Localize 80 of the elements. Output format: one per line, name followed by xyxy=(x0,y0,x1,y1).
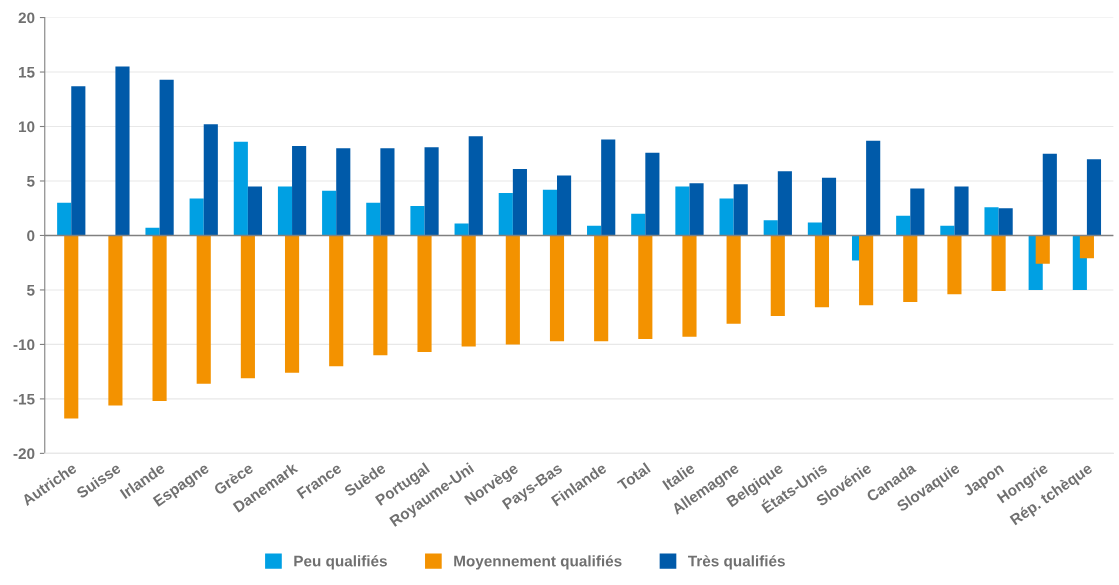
bar xyxy=(322,190,337,236)
bar xyxy=(859,235,874,306)
bar xyxy=(726,235,741,324)
bar xyxy=(461,235,476,347)
bar xyxy=(777,171,792,236)
bar xyxy=(284,235,300,373)
bar xyxy=(1042,153,1057,236)
bar xyxy=(903,235,918,302)
bar xyxy=(380,148,395,236)
legend-label: Très qualifiés xyxy=(688,555,785,570)
bar xyxy=(203,124,218,236)
bar xyxy=(417,235,432,353)
bar xyxy=(542,189,557,236)
bar xyxy=(821,177,837,236)
y-tick-label: 10 xyxy=(19,121,35,133)
y-tick-label: -20 xyxy=(13,448,35,460)
bar xyxy=(292,146,307,236)
bar xyxy=(910,188,925,236)
bar xyxy=(763,220,778,236)
bar xyxy=(770,235,785,317)
bar xyxy=(947,235,962,295)
bar xyxy=(410,206,425,236)
bar xyxy=(512,169,527,236)
y-tick-label: -10 xyxy=(13,339,35,351)
bar xyxy=(108,235,123,406)
bar xyxy=(366,202,381,236)
bar xyxy=(601,139,616,236)
bar xyxy=(240,235,255,379)
bar xyxy=(866,140,881,236)
bar xyxy=(814,235,830,308)
bar xyxy=(233,141,248,236)
legend-label: Moyennement qualifiés xyxy=(454,555,622,570)
bar xyxy=(71,86,86,236)
bar xyxy=(277,186,293,236)
bar xyxy=(682,235,697,337)
bar xyxy=(954,186,969,236)
bar xyxy=(638,235,653,339)
bar xyxy=(152,235,167,402)
bar xyxy=(145,227,160,236)
bar xyxy=(159,79,174,236)
y-tick-label: 5 xyxy=(27,176,35,187)
bar xyxy=(807,222,822,236)
legend-label: Peu qualifiés xyxy=(294,555,387,570)
bar xyxy=(733,184,748,236)
y-tick-label: -15 xyxy=(13,393,35,405)
y-tick-label: 0 xyxy=(27,230,35,242)
bar xyxy=(1079,235,1094,259)
bar xyxy=(196,235,211,384)
y-tick-label: 15 xyxy=(19,67,35,78)
bar xyxy=(1086,159,1102,236)
bar xyxy=(645,152,660,236)
bar xyxy=(373,235,388,356)
bar xyxy=(64,235,79,419)
bar xyxy=(115,66,130,236)
bar xyxy=(896,215,911,236)
y-tick-label: 20 xyxy=(18,12,35,24)
bar xyxy=(329,235,344,367)
bar xyxy=(991,235,1006,292)
bar xyxy=(247,186,263,236)
bar xyxy=(675,186,690,236)
bar xyxy=(719,198,734,236)
bar xyxy=(1035,235,1050,264)
bar xyxy=(587,225,602,236)
bar xyxy=(631,213,646,236)
bar xyxy=(336,148,351,236)
y-tick-label: 5 xyxy=(27,284,35,296)
bar xyxy=(557,175,572,236)
bar xyxy=(594,235,609,342)
bar xyxy=(940,225,955,236)
bar xyxy=(468,136,483,236)
bar xyxy=(505,235,520,345)
bar xyxy=(424,147,439,236)
bar xyxy=(549,235,565,342)
bar xyxy=(498,192,513,236)
bar xyxy=(689,183,704,236)
bar xyxy=(189,198,204,236)
bar xyxy=(998,208,1013,236)
bar xyxy=(57,202,72,236)
bar xyxy=(984,207,999,236)
bar xyxy=(454,223,469,236)
